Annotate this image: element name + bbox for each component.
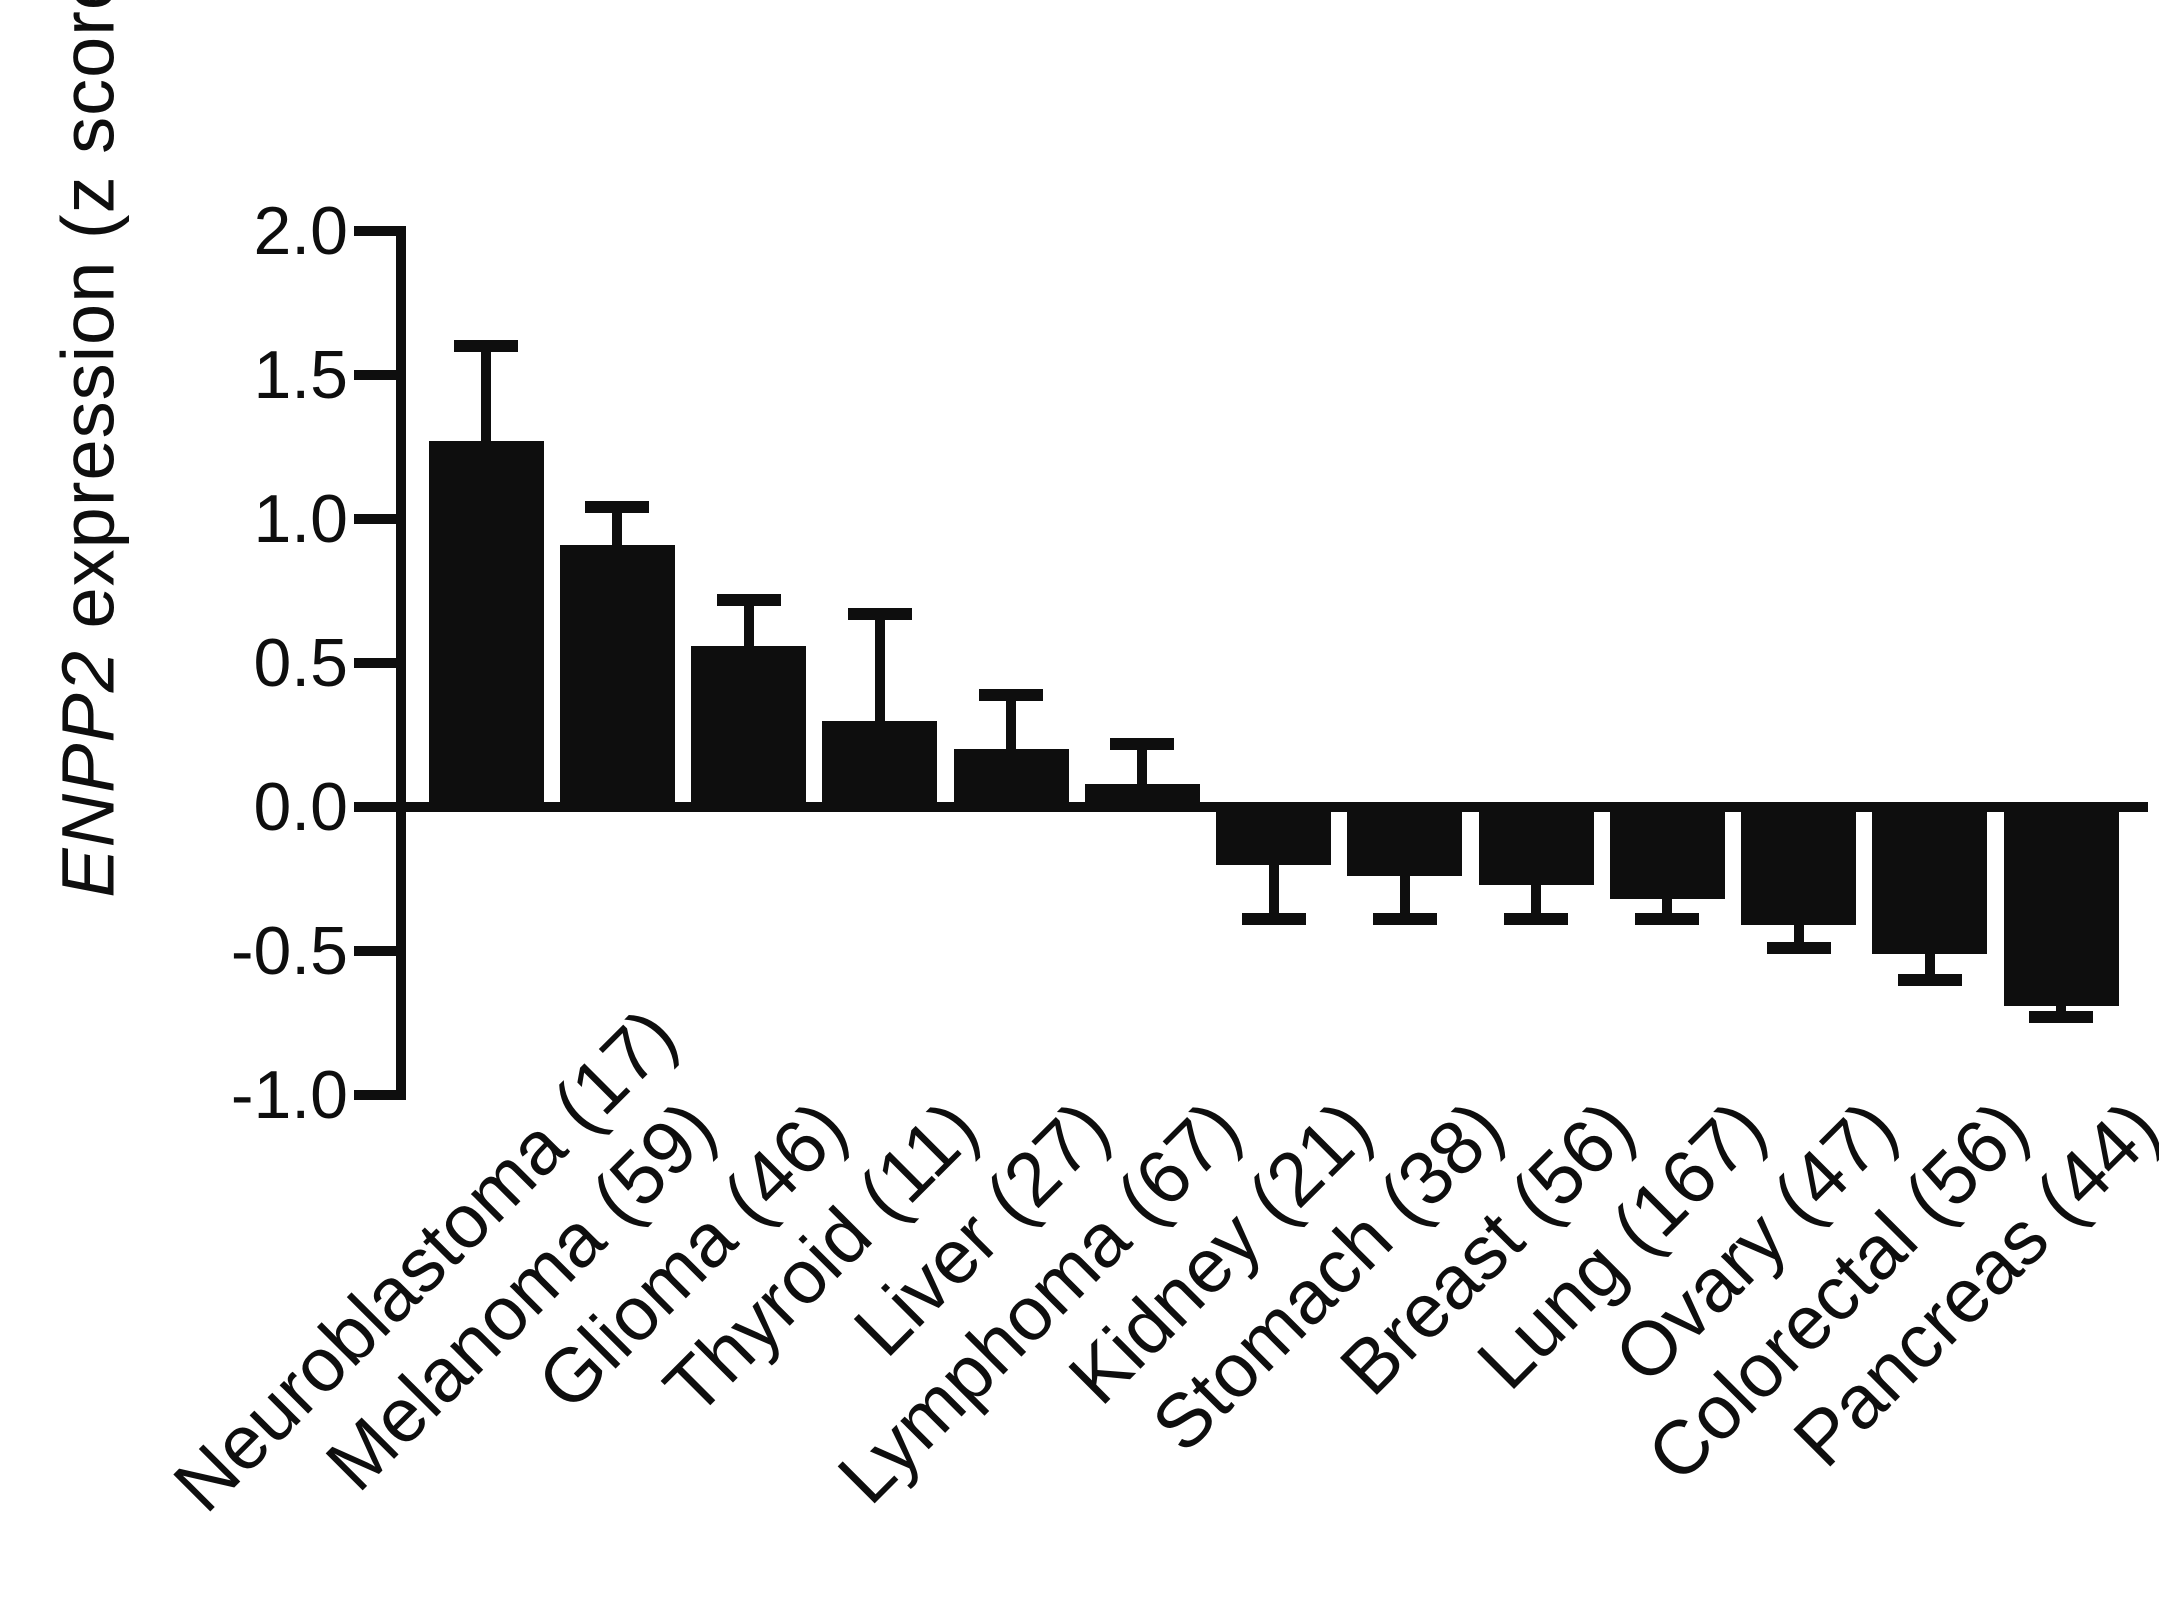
x-axis-line bbox=[396, 802, 2148, 812]
error-bar-cap bbox=[1897, 973, 1962, 986]
y-tick-label: 0.0 bbox=[253, 769, 348, 845]
y-tick-label: 1.5 bbox=[253, 337, 348, 413]
bar bbox=[1872, 807, 1988, 954]
bar bbox=[2003, 807, 2119, 1006]
y-tick bbox=[354, 658, 396, 668]
y-tick-label: 1.0 bbox=[253, 481, 348, 557]
bar bbox=[953, 749, 1069, 807]
y-tick bbox=[354, 226, 396, 236]
error-bar-stem bbox=[612, 507, 623, 549]
y-axis-line bbox=[396, 226, 406, 1100]
bar bbox=[1741, 807, 1856, 926]
y-tick bbox=[354, 514, 396, 524]
error-bar-cap bbox=[847, 608, 912, 621]
bar bbox=[1084, 783, 1200, 807]
error-bar-cap bbox=[1241, 913, 1306, 926]
y-tick bbox=[354, 370, 396, 380]
error-bar-cap bbox=[716, 593, 781, 606]
error-bar-stem bbox=[1531, 882, 1541, 920]
error-bar-cap bbox=[979, 688, 1043, 701]
error-bar-cap bbox=[1372, 913, 1437, 926]
y-tick-label: 0.5 bbox=[253, 625, 348, 701]
bar bbox=[559, 544, 675, 807]
error-bar-cap bbox=[1635, 913, 1700, 926]
y-tick bbox=[354, 1090, 396, 1100]
error-bar-cap bbox=[454, 340, 518, 353]
y-tick-label: -1.0 bbox=[230, 1057, 348, 1133]
error-bar-stem bbox=[874, 614, 885, 725]
error-bar-stem bbox=[1662, 897, 1673, 920]
error-bar-stem bbox=[2056, 1003, 2066, 1018]
y-tick-label: -0.5 bbox=[230, 913, 348, 989]
error-bar-cap bbox=[1504, 913, 1568, 926]
error-bar-stem bbox=[1268, 862, 1279, 920]
error-bar-cap bbox=[1766, 942, 1831, 955]
y-axis-title: ENPP2 expression (z score) bbox=[46, 0, 131, 898]
error-bar-stem bbox=[1137, 743, 1148, 788]
bar bbox=[1478, 807, 1594, 885]
y-tick bbox=[354, 946, 396, 956]
error-bar-stem bbox=[1924, 951, 1935, 980]
y-tick-label: 2.0 bbox=[253, 193, 348, 269]
error-bar-stem bbox=[1793, 923, 1804, 949]
error-bar-stem bbox=[1399, 874, 1410, 920]
bar bbox=[1216, 807, 1331, 865]
y-tick bbox=[354, 802, 396, 812]
error-bar-stem bbox=[1006, 694, 1016, 754]
error-bar-stem bbox=[743, 599, 754, 650]
error-bar-cap bbox=[1110, 737, 1175, 750]
bar bbox=[1609, 807, 1725, 900]
bar bbox=[1347, 807, 1463, 877]
bar bbox=[428, 441, 544, 807]
error-bar-cap bbox=[2029, 1011, 2093, 1024]
error-bar-cap bbox=[585, 501, 650, 514]
error-bar-stem bbox=[481, 346, 491, 446]
bar bbox=[822, 720, 938, 807]
bar bbox=[691, 645, 806, 807]
